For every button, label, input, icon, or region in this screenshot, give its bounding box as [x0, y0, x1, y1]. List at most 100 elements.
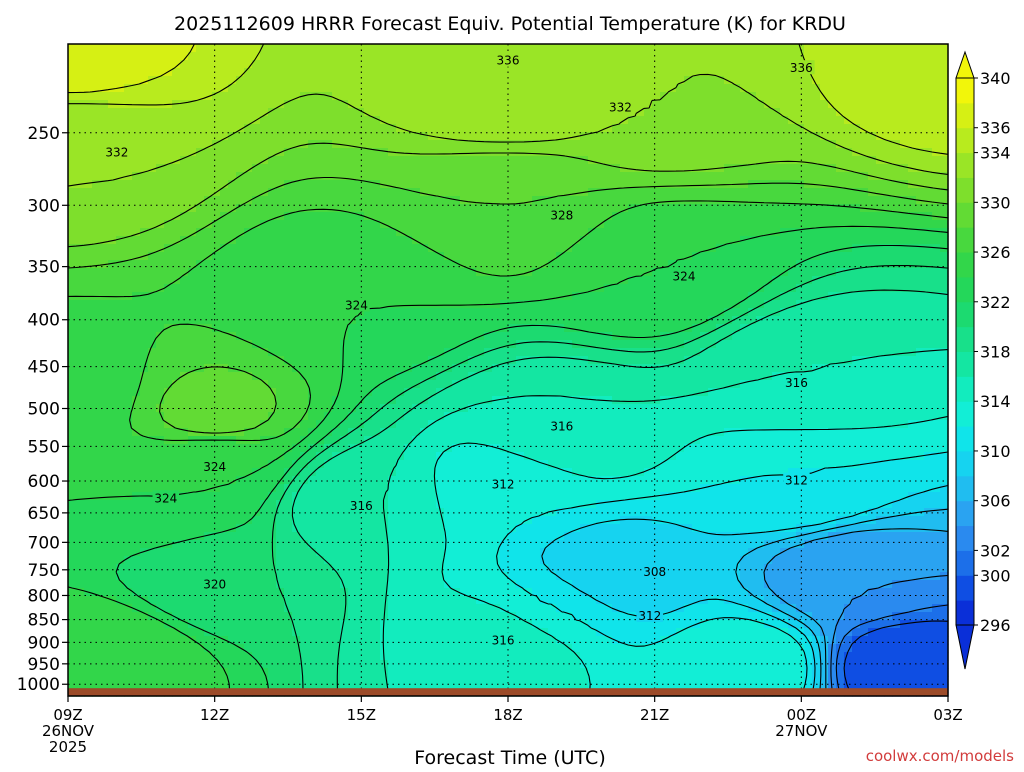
- field-cell: [100, 156, 109, 165]
- field-cell: [316, 348, 325, 357]
- field-cell: [628, 356, 637, 365]
- field-cell: [612, 52, 621, 61]
- field-cell: [660, 148, 669, 157]
- field-cell: [364, 68, 373, 77]
- field-cell: [892, 204, 901, 213]
- field-cell: [220, 228, 229, 237]
- field-cell: [380, 364, 389, 373]
- field-cell: [396, 68, 405, 77]
- field-cell: [428, 252, 437, 261]
- field-cell: [916, 308, 925, 317]
- field-cell: [244, 316, 253, 325]
- field-cell: [636, 292, 645, 301]
- field-cell: [324, 324, 333, 333]
- field-cell: [676, 164, 685, 173]
- field-cell: [804, 260, 813, 269]
- field-cell: [796, 204, 805, 213]
- field-cell: [68, 236, 77, 245]
- field-cell: [372, 84, 381, 93]
- field-cell: [700, 100, 709, 109]
- field-cell: [540, 236, 549, 245]
- field-cell: [812, 324, 821, 333]
- field-cell: [468, 140, 477, 149]
- field-cell: [548, 332, 557, 341]
- field-cell: [684, 300, 693, 309]
- field-cell: [644, 180, 653, 189]
- field-cell: [868, 284, 877, 293]
- field-cell: [844, 308, 853, 317]
- field-cell: [316, 228, 325, 237]
- field-cell: [364, 228, 373, 237]
- field-cell: [116, 60, 125, 69]
- field-cell: [156, 300, 165, 309]
- field-cell: [316, 340, 325, 349]
- field-cell: [220, 236, 229, 245]
- field-cell: [84, 172, 93, 181]
- field-cell: [876, 324, 885, 333]
- field-cell: [244, 228, 253, 237]
- field-cell: [468, 244, 477, 253]
- field-cell: [692, 116, 701, 125]
- field-cell: [172, 340, 181, 349]
- field-cell: [300, 356, 309, 365]
- field-cell: [572, 76, 581, 85]
- field-cell: [124, 244, 133, 253]
- field-cell: [652, 196, 661, 205]
- field-cell: [84, 212, 93, 221]
- field-cell: [172, 252, 181, 261]
- field-cell: [220, 172, 229, 181]
- field-cell: [644, 292, 653, 301]
- field-cell: [140, 356, 149, 365]
- field-cell: [572, 276, 581, 285]
- field-cell: [740, 292, 749, 301]
- field-cell: [404, 196, 413, 205]
- field-cell: [652, 348, 661, 357]
- field-cell: [404, 108, 413, 117]
- field-cell: [252, 308, 261, 317]
- field-cell: [812, 364, 821, 373]
- field-cell: [92, 204, 101, 213]
- field-cell: [428, 364, 437, 373]
- field-cell: [900, 300, 909, 309]
- field-cell: [916, 188, 925, 197]
- field-cell: [164, 108, 173, 117]
- field-cell: [436, 260, 445, 269]
- field-cell: [124, 340, 133, 349]
- field-cell: [444, 212, 453, 221]
- field-cell: [436, 220, 445, 229]
- field-cell: [68, 300, 77, 309]
- field-cell: [196, 188, 205, 197]
- field-cell: [220, 404, 229, 413]
- field-cell: [588, 68, 597, 77]
- field-cell: [724, 132, 733, 141]
- field-cell: [260, 68, 269, 77]
- field-cell: [356, 380, 365, 389]
- field-cell: [828, 156, 837, 165]
- field-cell: [276, 228, 285, 237]
- field-cell: [492, 380, 501, 389]
- field-cell: [164, 84, 173, 93]
- field-cell: [564, 284, 573, 293]
- field-cell: [644, 228, 653, 237]
- field-cell: [876, 68, 885, 77]
- field-cell: [212, 132, 221, 141]
- field-cell: [132, 180, 141, 189]
- field-cell: [868, 268, 877, 277]
- field-cell: [564, 260, 573, 269]
- field-cell: [700, 44, 709, 53]
- field-cell: [148, 156, 157, 165]
- field-cell: [420, 196, 429, 205]
- field-cell: [700, 356, 709, 365]
- field-cell: [68, 156, 77, 165]
- field-cell: [852, 196, 861, 205]
- field-cell: [180, 260, 189, 269]
- field-cell: [180, 196, 189, 205]
- field-cell: [196, 124, 205, 133]
- field-cell: [732, 132, 741, 141]
- field-cell: [756, 308, 765, 317]
- field-cell: [788, 308, 797, 317]
- field-cell: [420, 164, 429, 173]
- field-cell: [444, 292, 453, 301]
- field-cell: [508, 236, 517, 245]
- field-cell: [340, 388, 349, 397]
